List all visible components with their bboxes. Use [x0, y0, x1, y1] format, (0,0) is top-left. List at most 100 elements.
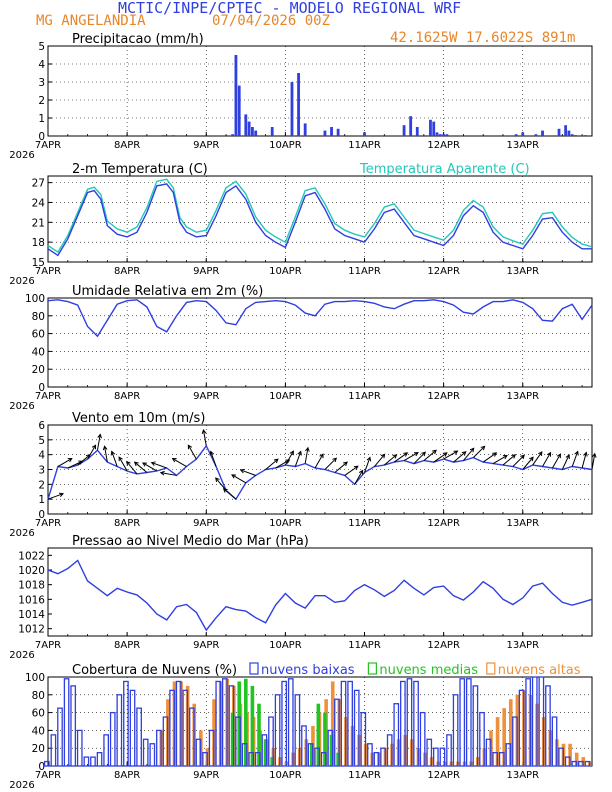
wind-series-line — [47, 444, 593, 501]
cloud-bar-nuvens-baixas — [208, 729, 215, 767]
wind-arrowhead — [332, 457, 337, 463]
wind-arrowhead — [231, 474, 236, 479]
temp-xtick-label: 7APR — [35, 266, 61, 277]
precip-bar — [570, 134, 574, 136]
wind-ytick-label: 0 — [38, 509, 45, 521]
wind-arrowhead — [413, 452, 419, 457]
wind-arrow — [522, 456, 534, 470]
cloud-bar-nuvens-baixas — [116, 694, 123, 767]
wind-xtick-label: 11APR — [348, 518, 381, 529]
precip-bar — [234, 55, 238, 136]
cloud-bar-nuvens-baixas — [294, 694, 301, 767]
mslp-xtick-label: 9APR — [193, 640, 219, 651]
cloud-bar-nuvens-baixas — [43, 760, 50, 767]
precip-bar — [303, 123, 307, 136]
cloud-bar-nuvens-baixas — [63, 678, 70, 767]
wind-arrowhead — [520, 454, 525, 460]
clouds-ytick-label: 20 — [32, 743, 45, 755]
cloud-bar-nuvens-baixas — [393, 703, 400, 767]
cloud-bar-nuvens-baixas — [472, 685, 479, 767]
precip-xtick-label: 11APR — [348, 140, 381, 151]
rh-xtick-label: 10APR — [269, 391, 302, 402]
precip-bar — [402, 125, 406, 136]
cloud-bar-nuvens-baixas — [439, 747, 446, 767]
wind-arrow — [552, 453, 561, 469]
cloud-bar-nuvens-baixas — [189, 707, 195, 767]
rh-ytick-label: 40 — [32, 346, 45, 358]
precip-bar — [438, 134, 442, 136]
wind-arrow — [463, 448, 475, 461]
cloud-bar-nuvens-baixas — [400, 680, 406, 767]
wind-arrowhead — [171, 458, 177, 463]
clouds-ytick-label: 80 — [32, 690, 45, 702]
mslp-xtick-label: 11APR — [348, 640, 381, 651]
precip-ytick-label: 2 — [38, 95, 45, 107]
precip-bar — [161, 135, 165, 136]
precip-bar — [442, 134, 446, 136]
wind-arrow — [453, 451, 467, 463]
precip-bar — [409, 116, 413, 136]
wind-ytick-label: 6 — [38, 420, 45, 432]
temp-series-line — [47, 178, 593, 254]
precip-bar — [567, 130, 571, 136]
cloud-bar-nuvens-medias — [316, 703, 321, 766]
precip-ytick-label: 1 — [38, 113, 45, 125]
wind-arrow — [231, 474, 247, 484]
wind-arrow — [126, 461, 138, 475]
cloud-bar-nuvens-baixas — [578, 760, 584, 767]
wind-arrow — [265, 458, 279, 470]
wind-arrowhead — [502, 455, 508, 460]
precip-bar — [254, 130, 258, 136]
cloud-bar-nuvens-baixas — [498, 752, 505, 767]
cloud-bar-nuvens-baixas — [327, 729, 334, 767]
cloud-bar-nuvens-baixas — [129, 689, 136, 767]
wind-arrow — [57, 458, 72, 467]
wind-xtick-label: 8APR — [114, 518, 140, 529]
clouds-ytick-label: 100 — [25, 672, 45, 684]
temp-ytick-label: 18 — [32, 237, 45, 249]
cloud-bar-nuvens-baixas — [57, 707, 63, 767]
precip-bar — [432, 121, 436, 136]
rh-ytick-label: 100 — [25, 293, 45, 305]
wind-arrow — [294, 451, 302, 467]
wind-arrow — [433, 452, 448, 463]
wind-arrowhead — [142, 462, 147, 467]
cloud-bar-nuvens-baixas — [136, 707, 142, 767]
clouds-xtick-label: 13APR — [506, 770, 539, 781]
cloud-bar-nuvens-altas — [330, 681, 335, 766]
temp-frame — [47, 175, 593, 263]
wind-arrow — [304, 447, 309, 464]
cloud-bar-nuvens-baixas — [50, 734, 57, 767]
wind-arrowhead — [469, 447, 475, 453]
temp-ytick-label: 27 — [32, 178, 45, 190]
cloud-bar-nuvens-baixas — [334, 698, 340, 767]
precip-xtick-label: 10APR — [269, 140, 302, 151]
wind-arrowhead — [289, 450, 294, 456]
wind-arrow — [142, 462, 158, 472]
cloud-bar-nuvens-medias — [250, 685, 255, 766]
precip-bar — [445, 134, 449, 136]
cloud-bar-nuvens-baixas — [353, 689, 360, 767]
rh-xtick-label: 12APR — [427, 391, 460, 402]
clouds-ytick-label: 40 — [32, 725, 45, 737]
legend-label: nuvens altas — [498, 663, 581, 678]
wind-arrowhead — [126, 460, 131, 466]
wind-arrowhead — [222, 488, 228, 493]
cloud-bar-nuvens-baixas — [215, 680, 222, 767]
rh-title: Umidade Relativa em 2m (%) — [72, 284, 263, 299]
cloud-bar-nuvens-baixas — [228, 685, 235, 767]
wind-arrow — [134, 461, 148, 473]
temp-year-label: 2026 — [9, 276, 34, 287]
mslp-ytick-label: 1016 — [18, 594, 45, 606]
wind-arrowhead — [118, 456, 123, 462]
wind-arrow — [160, 472, 177, 476]
rh-ytick-label: 60 — [32, 329, 45, 341]
wind-arrowhead — [133, 461, 139, 467]
cloud-bar-nuvens-baixas — [558, 747, 564, 767]
temp-title: 2-m Temperatura (C) — [72, 162, 208, 177]
legend-swatch — [249, 662, 259, 675]
wind-arrowhead — [343, 461, 348, 467]
wind-arrow — [492, 455, 508, 464]
precip-bar — [557, 128, 561, 136]
header-title: MCTIC/INPE/CPTEC - MODELO REGIONAL WRF — [118, 0, 462, 17]
